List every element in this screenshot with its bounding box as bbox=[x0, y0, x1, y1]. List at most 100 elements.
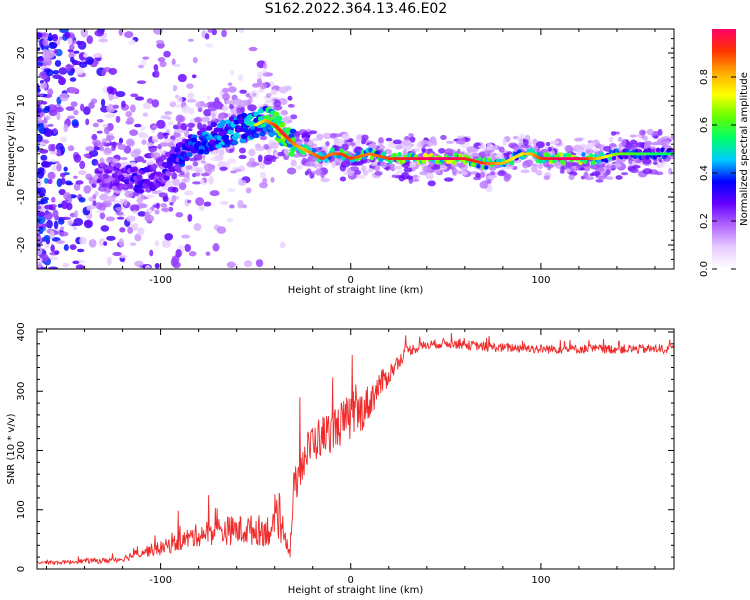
spectrogram-halo-blob bbox=[126, 138, 135, 147]
spectrogram-y-tick-label: -20 bbox=[16, 237, 27, 253]
spectrogram-halo-blob bbox=[192, 172, 197, 178]
spectrogram-halo-blob bbox=[438, 148, 446, 154]
spectrogram-ridge-blob bbox=[163, 175, 170, 181]
spectrogram-halo-blob bbox=[453, 168, 459, 173]
spectrogram-halo-blob bbox=[150, 152, 161, 159]
spectrogram-noise-blob bbox=[205, 251, 211, 256]
spectrogram-halo-blob bbox=[477, 152, 485, 157]
spectrogram-halo-blob bbox=[115, 211, 124, 216]
spectrogram-ridge-blob bbox=[165, 170, 172, 177]
spectrogram-noise-blob bbox=[44, 105, 51, 111]
spectrogram-halo-blob bbox=[425, 172, 434, 180]
spectrogram-ridge-blob bbox=[476, 163, 481, 169]
spectrogram-noise-blob bbox=[53, 48, 58, 54]
spectrogram-noise-blob bbox=[75, 264, 85, 269]
spectrogram-halo-blob bbox=[106, 135, 115, 141]
spectrogram-halo-blob bbox=[434, 169, 441, 174]
spectrogram-halo-blob bbox=[642, 168, 653, 175]
spectrogram-halo-blob bbox=[151, 135, 159, 140]
spectrogram-halo-blob bbox=[238, 147, 246, 154]
spectrogram-halo-blob bbox=[356, 138, 361, 146]
spectrogram-noise-blob bbox=[40, 154, 48, 161]
spectrogram-halo-blob bbox=[522, 139, 529, 146]
spectrogram-noise-blob bbox=[178, 182, 187, 191]
spectrogram-noise-blob bbox=[67, 115, 76, 120]
spectrogram-noise-blob bbox=[205, 43, 214, 48]
spectrogram-noise-blob bbox=[216, 226, 227, 234]
spectrogram-halo-blob bbox=[130, 149, 141, 158]
spectrogram-halo-blob bbox=[325, 141, 330, 147]
spectrogram-halo-blob bbox=[219, 166, 228, 171]
spectrogram-halo-blob bbox=[361, 134, 369, 141]
spectrogram-ridge-blob bbox=[239, 138, 246, 144]
spectrogram-halo-blob bbox=[574, 137, 583, 142]
spectrogram-noise-blob bbox=[132, 222, 139, 231]
spectrogram-halo-blob bbox=[533, 146, 539, 151]
spectrogram-halo-blob bbox=[475, 172, 481, 178]
spectrogram-noise-blob bbox=[64, 31, 71, 39]
spectrogram-noise-blob bbox=[144, 264, 151, 269]
spectrogram-noise-blob bbox=[175, 211, 184, 218]
spectrogram-halo-blob bbox=[610, 131, 617, 136]
spectrogram-ridge-blob bbox=[233, 132, 240, 138]
spectrogram-halo-blob bbox=[195, 101, 205, 109]
spectrogram-noise-blob bbox=[88, 102, 95, 109]
spectrogram-noise-blob bbox=[63, 123, 69, 133]
spectrogram-noise-blob bbox=[140, 59, 147, 66]
spectrogram-noise-blob bbox=[53, 220, 59, 230]
spectrogram-ridge-blob bbox=[137, 188, 145, 194]
spectrogram-noise-blob bbox=[85, 220, 91, 227]
colorbar-scale bbox=[712, 29, 736, 269]
spectrogram-noise-blob bbox=[69, 77, 77, 82]
spectrogram-noise-blob bbox=[159, 60, 167, 68]
spectrogram-halo-blob bbox=[547, 146, 552, 152]
spectrogram-noise-blob bbox=[134, 123, 142, 128]
spectrogram-halo-blob bbox=[290, 159, 297, 167]
spectrogram-noise-blob bbox=[78, 170, 87, 176]
spectrogram-halo-blob bbox=[225, 99, 235, 105]
spectrogram-halo-blob bbox=[103, 148, 113, 156]
spectrogram-halo-blob bbox=[199, 179, 205, 185]
spectrogram-halo-blob bbox=[432, 138, 437, 146]
spectrogram-noise-blob bbox=[172, 85, 178, 92]
spectrogram-halo-blob bbox=[105, 216, 116, 222]
spectrogram-noise-blob bbox=[94, 29, 104, 37]
spectrogram-noise-blob bbox=[175, 103, 181, 109]
spectrogram-halo-blob bbox=[269, 80, 275, 88]
spectrogram-noise-blob bbox=[48, 123, 54, 127]
spectrogram-noise-blob bbox=[67, 38, 73, 45]
spectrogram-noise-blob bbox=[38, 226, 44, 230]
spectrogram-halo-blob bbox=[164, 195, 169, 202]
spectrogram-halo-blob bbox=[141, 139, 147, 145]
spectrogram-halo-blob bbox=[547, 165, 552, 171]
spectrogram-noise-blob bbox=[230, 69, 235, 76]
spectrogram-halo-blob bbox=[394, 144, 403, 150]
spectrogram-halo-blob bbox=[408, 162, 417, 168]
spectrogram-noise-blob bbox=[184, 190, 194, 196]
spectrogram-noise-blob bbox=[193, 223, 202, 231]
spectrogram-noise-blob bbox=[54, 60, 62, 67]
spectrogram-x-tick-label: -100 bbox=[149, 275, 172, 286]
spectrogram-noise-blob bbox=[44, 204, 54, 210]
spectrogram-noise-blob bbox=[170, 257, 179, 267]
spectrogram-halo-blob bbox=[634, 159, 642, 163]
spectrogram-noise-blob bbox=[49, 256, 59, 261]
spectrogram-halo-blob bbox=[337, 138, 343, 145]
spectrogram-halo-blob bbox=[277, 151, 285, 157]
spectrogram-halo-blob bbox=[101, 138, 108, 143]
snr-y-tick-label: 400 bbox=[16, 322, 27, 341]
spectrogram-noise-blob bbox=[204, 33, 210, 40]
spectrogram-halo-blob bbox=[284, 85, 292, 91]
spectrogram-noise-blob bbox=[42, 223, 49, 228]
spectrogram-halo-blob bbox=[123, 198, 128, 206]
spectrogram-ridge-blob bbox=[288, 151, 295, 157]
spectrogram-noise-blob bbox=[50, 244, 55, 253]
spectrogram-noise-blob bbox=[75, 40, 82, 45]
spectrogram-noise-blob bbox=[42, 38, 49, 47]
spectrogram-noise-blob bbox=[134, 96, 145, 101]
spectrogram-halo-blob bbox=[165, 181, 174, 187]
spectrogram-noise-blob bbox=[262, 177, 268, 184]
spectrogram-noise-blob bbox=[259, 171, 267, 179]
snr-x-tick-label: 100 bbox=[531, 575, 550, 586]
